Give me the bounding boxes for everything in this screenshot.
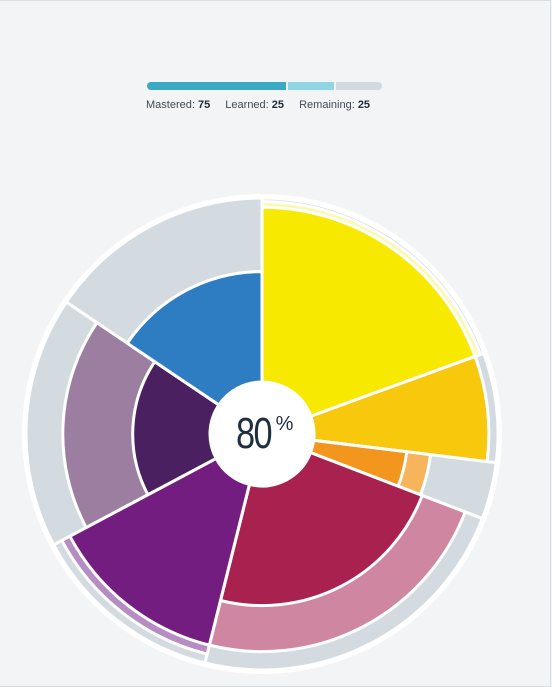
legend-remaining-label: Remaining: [299,99,355,111]
progress-remaining-segment [336,82,382,90]
legend-learned-label: Learned: [225,99,269,111]
legend-mastered: Mastered: 75 [146,99,210,111]
legend-learned-value: 25 [271,99,285,111]
completion-unit: % [275,412,294,435]
wheel-inner-blue [125,270,264,408]
legend-remaining-value: 25 [357,99,371,111]
wheel-center-hole [210,382,314,486]
progress-summary [147,82,383,92]
completion-value: 80 [235,409,273,458]
progress-mastered-segment [147,82,286,90]
legend-remaining: Remaining: 25 [299,99,370,111]
legend-learned: Learned: 25 [225,99,284,111]
progress-legend: Mastered: 75 Learned: 25 Remaining: 25 [146,99,406,111]
legend-mastered-value: 75 [197,99,211,111]
legend-mastered-label: Mastered: [146,99,195,111]
progress-learned-segment [288,82,334,90]
completion-percent: 80% [212,384,312,484]
progress-bar [147,82,383,90]
